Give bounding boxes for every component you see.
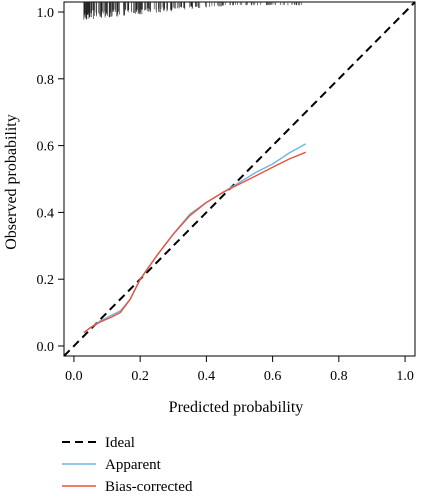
y-axis-ticks: 0.0 0.2 0.4 0.6 0.8 1.0 [37,6,64,355]
y-tick-label: 0.0 [37,340,55,355]
y-tick-label: 0.6 [37,140,55,155]
series-lines [63,1,416,357]
legend-label: Apparent [105,457,162,473]
y-tick-label: 1.0 [37,6,55,21]
legend: Ideal Apparent Bias-corrected [62,435,193,495]
y-tick-label: 0.8 [37,73,55,88]
y-tick-label: 0.2 [37,273,55,288]
plot-frame [63,1,416,357]
x-axis-ticks: 0.0 0.2 0.4 0.6 0.8 1.0 [65,356,414,384]
x-tick-label: 0.4 [198,369,216,384]
rug-plot [83,2,302,20]
series-line-ideal [63,1,416,357]
x-tick-label: 0.8 [330,369,348,384]
y-axis-title: Observed probability [3,114,20,250]
x-tick-label: 1.0 [396,369,414,384]
x-tick-label: 0.6 [264,369,282,384]
legend-label: Ideal [105,435,135,451]
x-tick-label: 0.2 [131,369,149,384]
x-tick-label: 0.0 [65,369,83,384]
y-tick-label: 0.4 [37,206,55,221]
series-line-apparent [83,143,307,334]
legend-label: Bias-corrected [105,479,193,495]
series-line-bias-corrected [83,151,306,334]
plot-border [63,1,416,357]
x-axis-title: Predicted probability [169,399,304,416]
